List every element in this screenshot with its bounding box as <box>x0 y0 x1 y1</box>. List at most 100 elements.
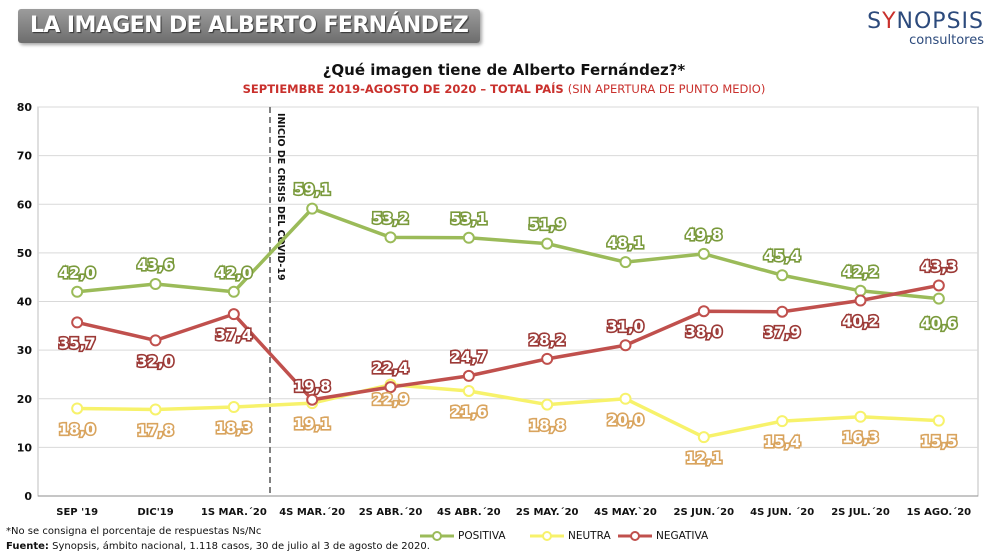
logo-part-accent: Y <box>882 9 897 34</box>
data-label-negativa: 40,2 <box>842 313 879 331</box>
legend-swatch-negativa <box>618 531 652 541</box>
title-banner: LA IMAGEN DE ALBERTO FERNÁNDEZ <box>18 9 481 43</box>
data-label-negativa: 22,4 <box>372 359 409 377</box>
data-point-negativa <box>697 305 710 318</box>
data-label-negativa: 35,7 <box>59 334 96 352</box>
x-tick-label: 4S ABR.´20 <box>437 506 501 518</box>
data-point-positiva <box>541 237 554 250</box>
x-tick-label: 4S JUN. ´20 <box>750 506 814 518</box>
data-point-positiva <box>227 285 240 298</box>
data-label-positiva: 48,1 <box>607 234 644 252</box>
y-tick-label: 80 <box>17 101 33 114</box>
data-label-neutra: 16,3 <box>842 429 879 447</box>
data-point-positiva <box>619 256 632 269</box>
data-point-positiva <box>384 231 397 244</box>
data-label-positiva: 42,0 <box>59 264 96 282</box>
data-label-neutra: 20,0 <box>607 411 644 429</box>
line-chart: 0 10 20 30 40 50 60 70 80 SEP '19 DIC'19 1S MAR.´20… <box>17 101 979 518</box>
data-point-positiva <box>697 247 710 260</box>
chart-subtitle: SEPTIEMBRE 2019-AGOSTO DE 2020 – TOTAL P… <box>0 82 1008 96</box>
logo-part-a: S <box>867 9 883 34</box>
data-point-positiva <box>776 269 789 282</box>
y-tick-label: 0 <box>24 490 32 503</box>
y-tick-label: 30 <box>17 344 33 357</box>
data-label-negativa: 32,0 <box>137 352 174 370</box>
data-label-positiva: 59,1 <box>294 181 331 199</box>
y-tick-label: 60 <box>17 198 33 211</box>
header-bar: LA IMAGEN DE ALBERTO FERNÁNDEZ SYNOPSIS … <box>0 0 1008 52</box>
data-label-neutra: 22,9 <box>372 391 409 409</box>
legend-label-positiva: POSITIVA <box>458 530 506 542</box>
data-label-positiva: 49,8 <box>685 226 722 244</box>
chart-subtitle-main: SEPTIEMBRE 2019-AGOSTO DE 2020 – TOTAL P… <box>242 82 564 96</box>
data-label-positiva: 53,1 <box>450 210 487 228</box>
data-label-neutra: 19,1 <box>294 415 331 433</box>
data-point-positiva <box>306 202 319 215</box>
chart-subtitle-note: (SIN APERTURA DE PUNTO MEDIO) <box>567 82 766 96</box>
data-label-negativa: 31,0 <box>607 317 644 335</box>
data-point-neutra <box>149 403 162 416</box>
chart-question: ¿Qué imagen tiene de Alberto Fernández?* <box>322 61 686 79</box>
x-tick-label: 4S MAR.´20 <box>279 506 345 518</box>
series-line-negativa <box>76 283 940 402</box>
data-point-neutra <box>541 398 554 411</box>
data-point-neutra <box>227 401 240 414</box>
logo-wordmark: SYNOPSIS <box>867 10 984 34</box>
data-label-negativa: 37,9 <box>764 324 801 342</box>
series-line-positiva <box>76 206 940 301</box>
data-point-negativa <box>932 279 945 292</box>
covid-annotation: INICIO DE CRISIS DEL COVID-19 <box>275 113 286 281</box>
series-line-neutra <box>77 382 939 439</box>
source-line: Fuente: Synopsis, ámbito nacional, 1.118… <box>6 541 430 552</box>
data-point-positiva <box>149 277 162 290</box>
legend-swatch-neutra <box>530 531 564 541</box>
data-label-neutra: 12,1 <box>685 449 722 467</box>
footnote: *No se consigna el porcentaje de respues… <box>6 526 262 537</box>
data-label-negativa: 37,4 <box>215 326 252 344</box>
data-point-negativa <box>384 381 397 394</box>
y-tick-label: 10 <box>17 441 33 454</box>
data-label-positiva: 42,2 <box>842 263 879 281</box>
data-label-negativa: 24,7 <box>450 348 487 366</box>
data-point-neutra <box>776 415 789 428</box>
data-label-positiva: 53,2 <box>372 209 409 227</box>
y-tick-label: 70 <box>17 150 33 163</box>
legend-label-neutra: NEUTRA <box>568 530 611 542</box>
logo-part-b: NOPSIS <box>896 9 984 34</box>
x-tick-label: 4S MAY.`20 <box>594 506 657 518</box>
data-point-negativa <box>619 339 632 352</box>
data-label-neutra: 15,5 <box>920 433 957 451</box>
logo-subtitle: consultores <box>909 33 984 48</box>
data-point-negativa <box>227 308 240 321</box>
data-label-positiva: 51,9 <box>529 216 566 234</box>
legend-swatch-positiva <box>420 531 454 541</box>
page-title: LA IMAGEN DE ALBERTO FERNÁNDEZ <box>30 13 469 38</box>
chart-area: 0 10 20 30 40 50 60 70 80 SEP '19 DIC'19 1S MAR.´20… <box>0 100 1008 520</box>
data-label-negativa: 19,8 <box>294 378 331 396</box>
data-label-negativa: 28,2 <box>529 331 566 349</box>
data-point-neutra <box>854 410 867 423</box>
source-text: Synopsis, ámbito nacional, 1.118 casos, … <box>52 541 430 552</box>
x-tick-label: 1S AGO.´20 <box>907 506 972 518</box>
data-point-negativa <box>306 393 319 406</box>
data-label-positiva: 42,0 <box>215 264 252 282</box>
data-label-positiva: 43,6 <box>137 256 174 274</box>
data-label-neutra: 15,4 <box>764 433 801 451</box>
data-point-neutra <box>71 402 84 415</box>
y-tick-label: 20 <box>17 393 33 406</box>
x-tick-label: 1S MAR.´20 <box>201 506 267 518</box>
data-point-positiva <box>71 285 84 298</box>
x-tick-label: 2S MAY.´20 <box>516 506 579 518</box>
data-point-positiva <box>854 284 867 297</box>
data-label-neutra: 21,6 <box>450 403 487 421</box>
data-label-neutra: 17,8 <box>137 421 174 439</box>
data-point-neutra <box>697 431 710 444</box>
data-point-negativa <box>462 369 475 382</box>
data-point-negativa <box>149 334 162 347</box>
x-tick-label: 2S ABR.´20 <box>359 506 423 518</box>
data-point-negativa <box>776 305 789 318</box>
x-tick-label: DIC'19 <box>137 507 173 518</box>
x-tick-label: SEP '19 <box>56 507 98 518</box>
x-tick-label: 2S JUL.´20 <box>831 506 890 518</box>
data-point-neutra <box>619 392 632 405</box>
